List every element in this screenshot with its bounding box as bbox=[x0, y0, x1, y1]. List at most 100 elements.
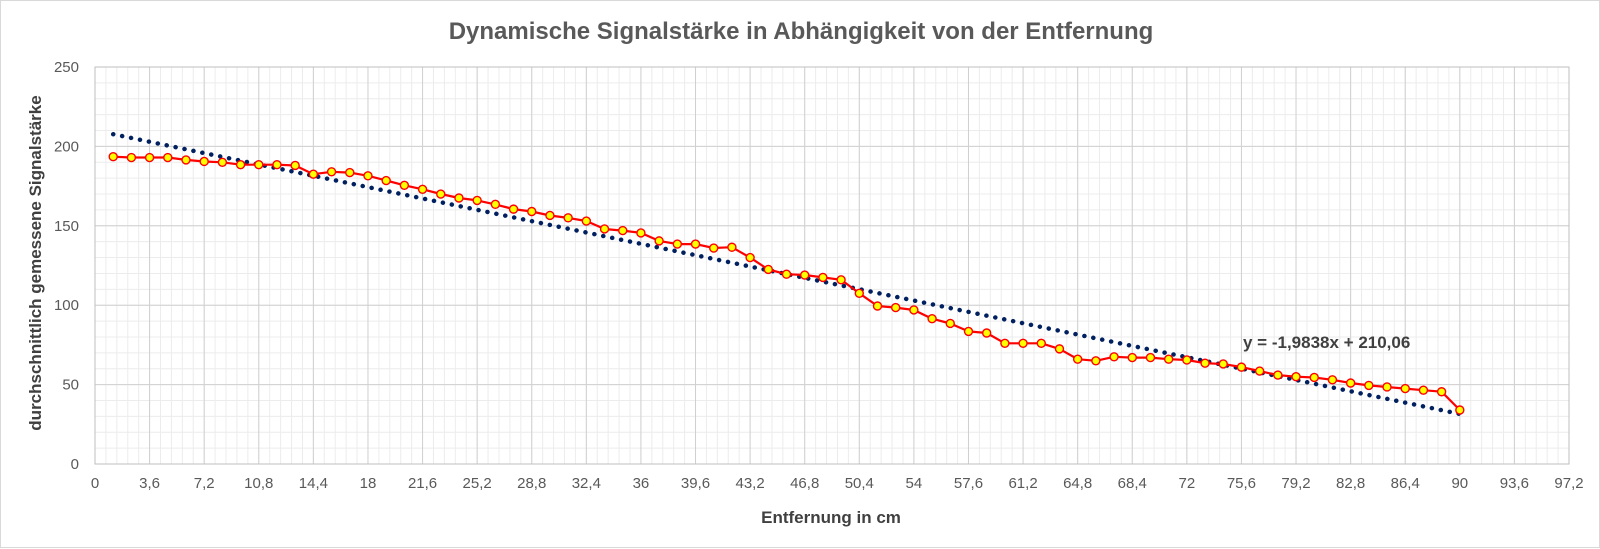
x-tick-label: 28,8 bbox=[517, 475, 546, 492]
data-point bbox=[1291, 371, 1301, 382]
data-point bbox=[545, 210, 555, 221]
y-axis-tick-labels: 0 50 100 150 200 250 bbox=[54, 59, 79, 473]
data-point bbox=[709, 243, 719, 253]
data-point bbox=[1455, 405, 1465, 415]
x-tick-label: 21,6 bbox=[408, 475, 437, 492]
data-point bbox=[181, 155, 191, 165]
data-point bbox=[254, 159, 264, 170]
data-point bbox=[1145, 352, 1156, 363]
x-tick-label: 18 bbox=[360, 475, 377, 492]
data-point bbox=[108, 152, 118, 162]
x-tick-label: 36 bbox=[633, 475, 650, 492]
data-point bbox=[581, 216, 592, 226]
data-point bbox=[1382, 382, 1392, 392]
data-point bbox=[890, 302, 901, 313]
data-point bbox=[836, 275, 846, 285]
data-point bbox=[1091, 356, 1101, 366]
x-tick-label: 97,2 bbox=[1554, 475, 1583, 492]
data-point bbox=[1000, 338, 1010, 349]
data-point bbox=[618, 225, 628, 236]
trendline-dotted bbox=[110, 131, 1463, 417]
x-axis-title: Entfernung in cm bbox=[761, 508, 901, 527]
y-tick-label: 150 bbox=[54, 218, 79, 235]
y-tick-label: 0 bbox=[71, 456, 79, 473]
data-point bbox=[1364, 380, 1374, 391]
x-tick-label: 50,4 bbox=[845, 475, 874, 492]
x-tick-label: 57,6 bbox=[954, 475, 983, 492]
data-point bbox=[326, 167, 337, 177]
data-point bbox=[1436, 387, 1447, 397]
data-point bbox=[308, 169, 319, 179]
data-point bbox=[1200, 358, 1210, 368]
data-point bbox=[1309, 372, 1319, 383]
minor-gridlines bbox=[95, 67, 1569, 464]
data-point bbox=[1327, 375, 1338, 385]
x-tick-label: 54 bbox=[906, 475, 923, 492]
trendline bbox=[110, 131, 1463, 417]
data-point bbox=[981, 328, 992, 338]
data-point bbox=[126, 152, 137, 163]
data-point bbox=[1036, 338, 1046, 349]
data-point bbox=[1400, 383, 1410, 394]
data-point bbox=[399, 180, 410, 191]
trendline-equation: y = -1,9838x + 210,06 bbox=[1243, 333, 1410, 352]
x-tick-label: 7,2 bbox=[194, 475, 215, 492]
x-tick-label: 46,8 bbox=[790, 475, 819, 492]
data-point bbox=[199, 156, 209, 167]
data-point bbox=[1273, 370, 1283, 380]
data-point bbox=[1236, 362, 1247, 372]
data-point bbox=[1182, 355, 1192, 365]
x-tick-label: 90 bbox=[1451, 475, 1468, 492]
x-tick-label: 61,2 bbox=[1008, 475, 1037, 492]
data-point bbox=[217, 157, 228, 167]
x-tick-label: 68,4 bbox=[1118, 475, 1147, 492]
x-tick-label: 32,4 bbox=[572, 475, 601, 492]
data-point bbox=[345, 167, 355, 178]
x-tick-label: 82,8 bbox=[1336, 475, 1365, 492]
x-tick-label: 72 bbox=[1179, 475, 1196, 492]
x-tick-label: 3,6 bbox=[139, 475, 160, 492]
data-point bbox=[472, 195, 482, 206]
data-point bbox=[745, 252, 755, 263]
data-point bbox=[945, 318, 955, 329]
data-point bbox=[927, 313, 937, 324]
x-tick-label: 64,8 bbox=[1063, 475, 1092, 492]
data-point bbox=[800, 270, 810, 280]
data-point bbox=[1018, 338, 1028, 349]
data-point bbox=[363, 171, 373, 181]
data-point bbox=[1054, 344, 1065, 354]
data-point bbox=[636, 228, 646, 238]
data-point bbox=[272, 159, 282, 170]
data-point bbox=[727, 242, 737, 252]
major-gridlines bbox=[94, 66, 1570, 465]
data-point bbox=[763, 264, 774, 275]
x-tick-label: 79,2 bbox=[1281, 475, 1310, 492]
data-point bbox=[872, 301, 883, 311]
data-point bbox=[417, 184, 428, 194]
x-tick-label: 43,2 bbox=[736, 475, 765, 492]
data-point bbox=[818, 272, 828, 283]
x-tick-label: 10,8 bbox=[244, 475, 273, 492]
y-tick-label: 100 bbox=[54, 297, 79, 314]
x-tick-label: 25,2 bbox=[463, 475, 492, 492]
x-axis-tick-labels: 0 3,6 7,2 10,8 14,4 18 21,6 25,2 28,8 32,4 36 39,6 4… bbox=[91, 475, 1584, 492]
data-series bbox=[108, 152, 1465, 415]
x-tick-label: 39,6 bbox=[681, 475, 710, 492]
data-point bbox=[781, 269, 792, 279]
data-point bbox=[490, 199, 501, 210]
x-tick-label: 75,6 bbox=[1227, 475, 1256, 492]
data-point bbox=[508, 204, 519, 214]
data-point bbox=[1109, 352, 1119, 362]
data-point bbox=[654, 236, 664, 246]
data-point bbox=[1218, 359, 1228, 369]
data-point bbox=[1345, 378, 1356, 388]
data-point bbox=[854, 288, 864, 298]
data-point bbox=[1127, 352, 1137, 363]
data-point bbox=[1254, 366, 1265, 376]
data-point bbox=[454, 193, 464, 203]
x-tick-label: 0 bbox=[91, 475, 99, 492]
x-tick-label: 93,6 bbox=[1500, 475, 1529, 492]
data-point bbox=[690, 239, 701, 249]
